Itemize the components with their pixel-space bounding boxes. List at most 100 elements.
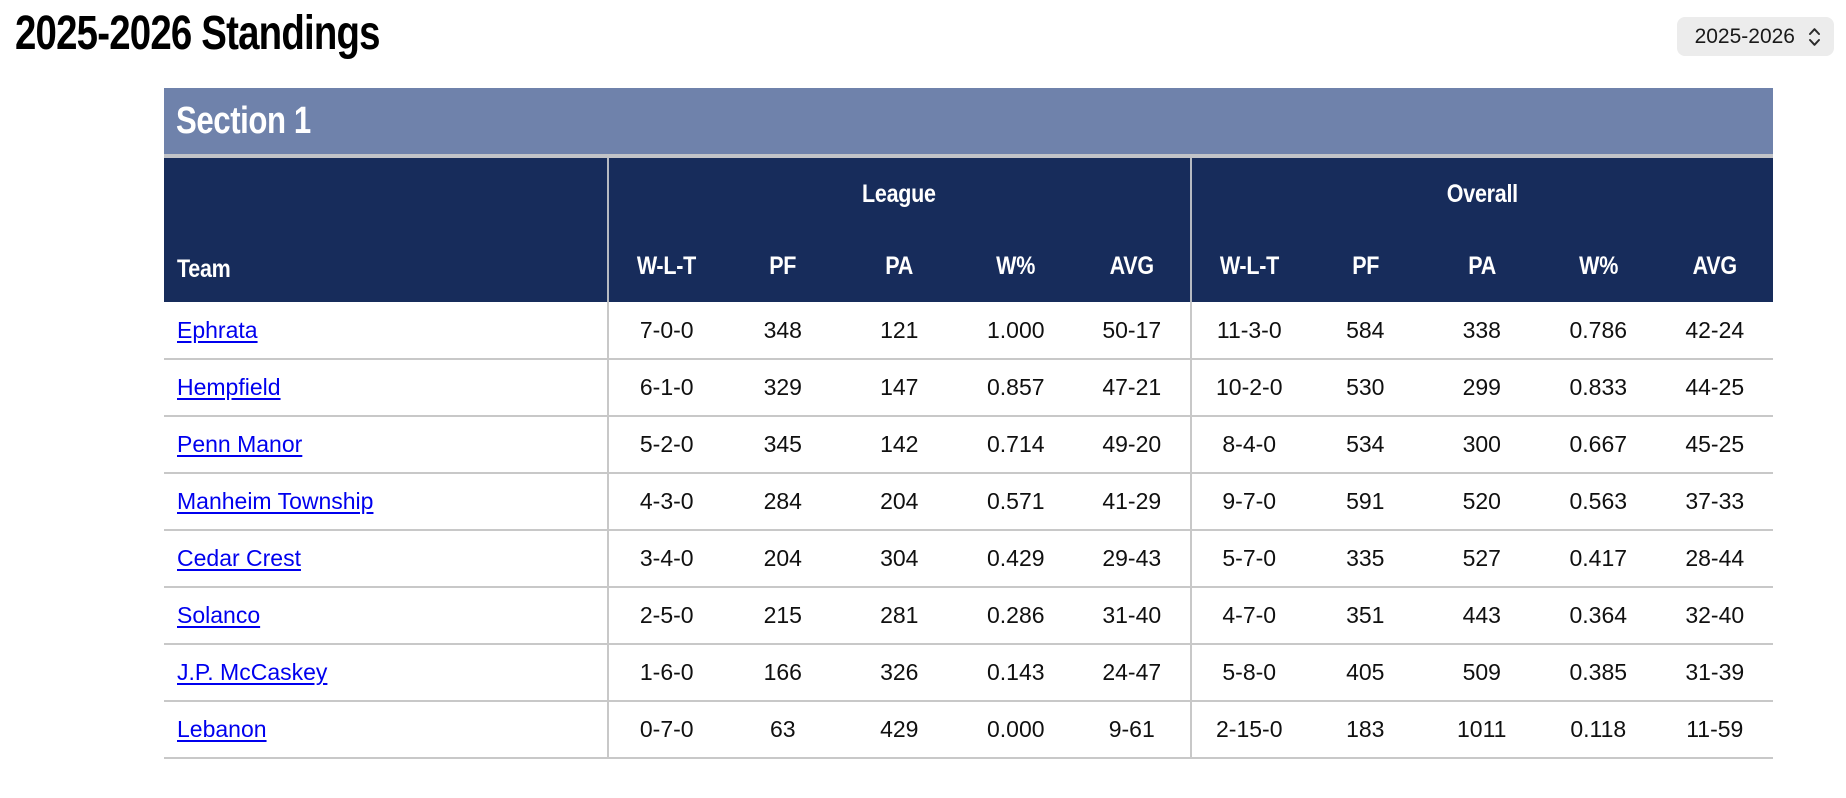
- league-pf-cell: 63: [724, 701, 841, 759]
- overall-pa-cell: 300: [1423, 416, 1540, 474]
- overall-wpct-cell: 0.385: [1540, 644, 1657, 702]
- overall-pf-cell: 591: [1307, 473, 1424, 531]
- table-row: Solanco 2-5-0 215 281 0.286 31-40 4-7-0 …: [164, 587, 1773, 645]
- league-wpct-cell: 0.571: [957, 473, 1074, 531]
- league-pa-cell: 281: [841, 587, 958, 645]
- select-updown-chevrons-icon: [1807, 26, 1822, 48]
- overall-pa-cell: 338: [1423, 302, 1540, 360]
- table-row: J.P. McCaskey 1-6-0 166 326 0.143 24-47 …: [164, 644, 1773, 702]
- league-avg-cell: 50-17: [1074, 302, 1191, 360]
- team-cell: Lebanon: [164, 701, 608, 759]
- standings-table: Team League Overall W-L-T PF PA W% AVG W…: [164, 158, 1773, 759]
- league-wpct-cell: 0.286: [957, 587, 1074, 645]
- league-pa-cell: 304: [841, 530, 958, 588]
- team-cell: Hempfield: [164, 359, 608, 417]
- overall-wlt-cell: 5-7-0: [1189, 530, 1307, 588]
- league-wlt-cell: 1-6-0: [607, 644, 725, 702]
- league-pa-cell: 147: [841, 359, 958, 417]
- overall-wlt-cell: 5-8-0: [1189, 644, 1307, 702]
- team-cell: Cedar Crest: [164, 530, 608, 588]
- overall-pf-cell: 183: [1307, 701, 1424, 759]
- overall-avg-cell: 31-39: [1656, 644, 1773, 702]
- team-link[interactable]: J.P. McCaskey: [177, 659, 328, 685]
- team-link[interactable]: Lebanon: [177, 716, 267, 742]
- team-link[interactable]: Cedar Crest: [177, 545, 301, 571]
- overall-pf-cell: 351: [1307, 587, 1424, 645]
- league-pa-cell: 142: [841, 416, 958, 474]
- overall-wpct-cell: 0.667: [1540, 416, 1657, 474]
- table-row: Lebanon 0-7-0 63 429 0.000 9-61 2-15-0 1…: [164, 701, 1773, 759]
- team-link[interactable]: Ephrata: [177, 316, 258, 343]
- standings-body: Ephrata 7-0-0 348 121 1.000 50-17 11-3-0…: [164, 302, 1773, 759]
- overall-avg-cell: 37-33: [1656, 473, 1773, 531]
- league-avg-cell: 47-21: [1074, 359, 1191, 417]
- overall-pa-cell: 443: [1423, 587, 1540, 645]
- overall-pf-cell: 584: [1307, 302, 1424, 360]
- league-wlt-cell: 3-4-0: [607, 530, 725, 588]
- team-cell: Manheim Township: [164, 473, 608, 531]
- column-header-league-avg: AVG: [1074, 230, 1191, 302]
- season-select[interactable]: 2025-2026: [1676, 17, 1834, 56]
- team-link[interactable]: Hempfield: [177, 374, 281, 400]
- overall-wpct-cell: 0.833: [1540, 359, 1657, 417]
- league-avg-cell: 41-29: [1074, 473, 1191, 531]
- column-header-league-wpct: W%: [957, 230, 1074, 302]
- overall-avg-cell: 44-25: [1656, 359, 1773, 417]
- league-wpct-cell: 0.714: [957, 416, 1074, 474]
- overall-avg-cell: 45-25: [1656, 416, 1773, 474]
- overall-avg-cell: 42-24: [1656, 302, 1773, 360]
- table-row: Penn Manor 5-2-0 345 142 0.714 49-20 8-4…: [164, 416, 1773, 474]
- overall-avg-cell: 11-59: [1656, 701, 1773, 759]
- table-row: Ephrata 7-0-0 348 121 1.000 50-17 11-3-0…: [164, 302, 1773, 360]
- league-avg-cell: 9-61: [1074, 701, 1191, 759]
- overall-pf-cell: 530: [1307, 359, 1424, 417]
- overall-pf-cell: 534: [1307, 416, 1424, 474]
- overall-pf-cell: 335: [1307, 530, 1424, 588]
- overall-wlt-cell: 4-7-0: [1189, 587, 1307, 645]
- team-cell: J.P. McCaskey: [164, 644, 608, 702]
- overall-pa-cell: 1011: [1423, 701, 1540, 759]
- overall-pa-cell: 527: [1423, 530, 1540, 588]
- league-avg-cell: 24-47: [1074, 644, 1191, 702]
- league-wlt-cell: 0-7-0: [607, 701, 725, 759]
- section-title: Section 1: [176, 100, 311, 142]
- overall-avg-cell: 28-44: [1656, 530, 1773, 588]
- column-header-team: Team: [164, 158, 608, 302]
- overall-avg-cell: 32-40: [1656, 587, 1773, 645]
- league-wpct-cell: 0.429: [957, 530, 1074, 588]
- table-row: Manheim Township 4-3-0 284 204 0.571 41-…: [164, 473, 1773, 531]
- league-wpct-cell: 0.857: [957, 359, 1074, 417]
- column-header-overall-avg: AVG: [1656, 230, 1773, 302]
- overall-wpct-cell: 0.118: [1540, 701, 1657, 759]
- column-header-league-wlt: W-L-T: [607, 230, 725, 302]
- league-pf-cell: 204: [724, 530, 841, 588]
- league-wlt-cell: 6-1-0: [607, 359, 725, 417]
- league-avg-cell: 29-43: [1074, 530, 1191, 588]
- overall-wlt-cell: 8-4-0: [1189, 416, 1307, 474]
- overall-wpct-cell: 0.417: [1540, 530, 1657, 588]
- team-link[interactable]: Penn Manor: [177, 431, 303, 457]
- team-link[interactable]: Solanco: [177, 602, 261, 628]
- overall-wpct-cell: 0.786: [1540, 302, 1657, 360]
- overall-pa-cell: 299: [1423, 359, 1540, 417]
- column-header-overall-wpct: W%: [1540, 230, 1657, 302]
- league-pf-cell: 348: [724, 302, 841, 360]
- league-pa-cell: 121: [841, 302, 958, 360]
- overall-pf-cell: 405: [1307, 644, 1424, 702]
- column-header-overall-pa: PA: [1423, 230, 1540, 302]
- league-pf-cell: 329: [724, 359, 841, 417]
- overall-pa-cell: 520: [1423, 473, 1540, 531]
- column-header-league-pa: PA: [841, 230, 958, 302]
- overall-wpct-cell: 0.364: [1540, 587, 1657, 645]
- league-pa-cell: 429: [841, 701, 958, 759]
- team-link[interactable]: Manheim Township: [177, 488, 374, 514]
- league-avg-cell: 49-20: [1074, 416, 1191, 474]
- league-pa-cell: 326: [841, 644, 958, 702]
- column-header-league-pf: PF: [724, 230, 841, 302]
- table-row: Hempfield 6-1-0 329 147 0.857 47-21 10-2…: [164, 359, 1773, 417]
- overall-wlt-cell: 10-2-0: [1189, 359, 1307, 417]
- page-title: 2025-2026 Standings: [15, 7, 381, 60]
- overall-wlt-cell: 2-15-0: [1189, 701, 1307, 759]
- season-select-value: 2025-2026: [1694, 24, 1795, 48]
- standings-section: Section 1 Team League Overall W-L-T PF P…: [164, 88, 1773, 759]
